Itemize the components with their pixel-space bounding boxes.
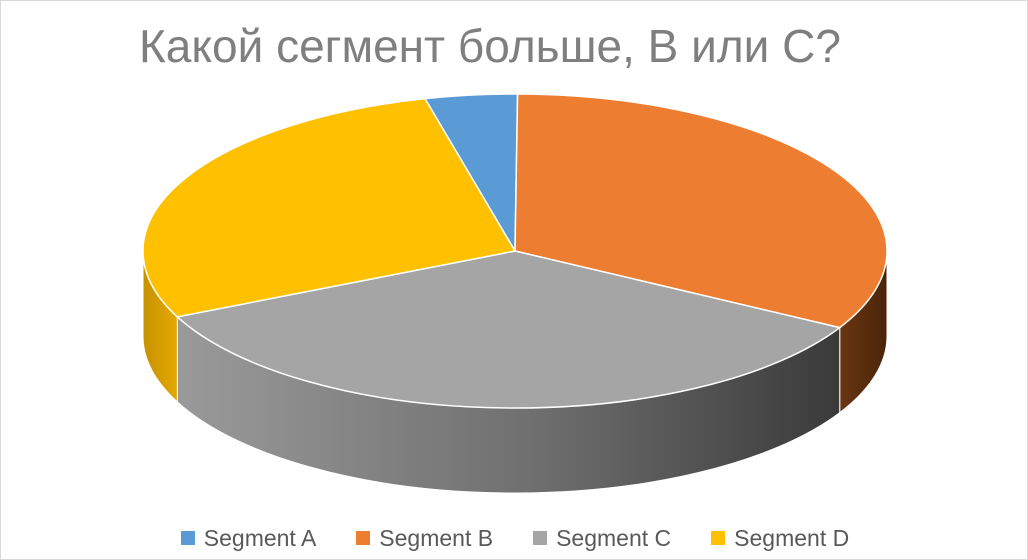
legend-swatch [533, 531, 548, 545]
legend-label: Segment A [203, 524, 317, 551]
legend-swatch [356, 531, 371, 545]
legend-item-segment-c: Segment C [533, 525, 671, 552]
legend-item-segment-d: Segment D [711, 525, 849, 552]
legend-label: Segment C [556, 524, 672, 551]
pie-slice-segment-b [514, 93, 888, 329]
pie-slice-segment-d [142, 97, 517, 318]
legend-item-segment-a: Segment A [180, 524, 317, 552]
legend: Segment A Segment B Segment C Segment D [1, 523, 1028, 553]
legend-label: Segment B [379, 524, 494, 551]
pie-chart [142, 93, 888, 494]
pie-slice-segment-c [175, 250, 842, 409]
chart-title: Какой сегмент больше, В или С? [139, 20, 841, 72]
legend-swatch [711, 531, 726, 545]
legend-item-segment-b: Segment B [356, 525, 493, 552]
legend-label: Segment D [734, 524, 850, 551]
legend-swatch [180, 531, 195, 545]
